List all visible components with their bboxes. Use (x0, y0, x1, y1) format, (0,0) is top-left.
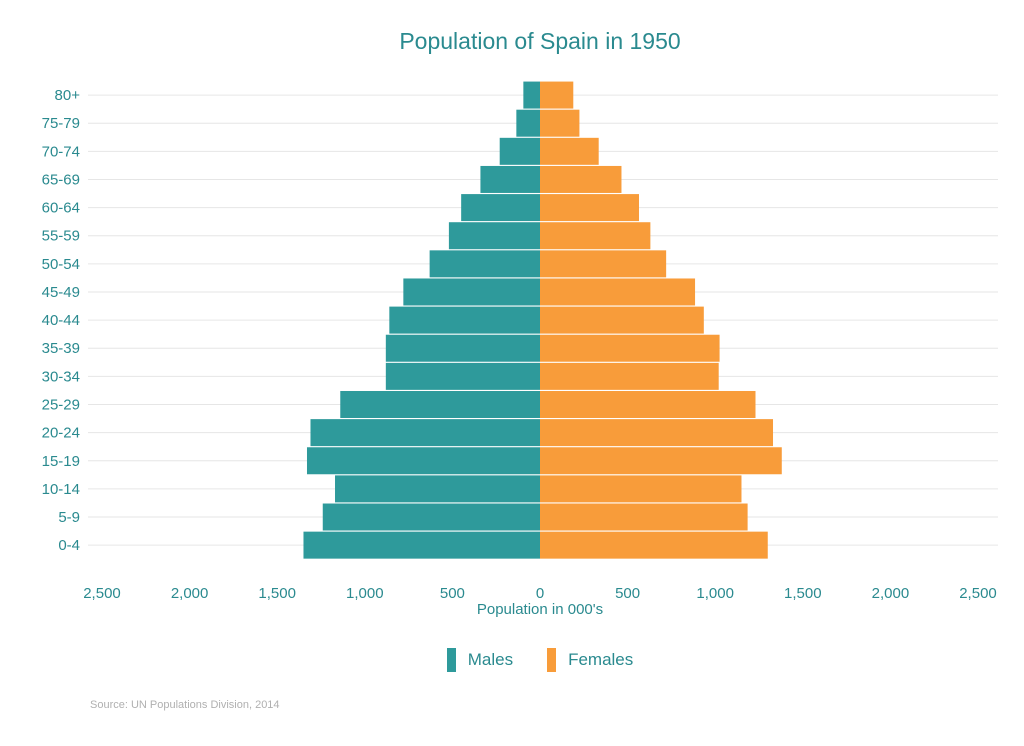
bar-males-45-49 (403, 278, 540, 306)
bar-females-70-74 (540, 137, 599, 165)
bar-females-75-79 (540, 109, 580, 137)
y-tick-label: 15-19 (42, 453, 80, 470)
legend-label-males: Males (467, 650, 514, 669)
bar-females-30-34 (540, 362, 719, 390)
x-axis-label: Population in 000's (476, 601, 604, 618)
legend-item-males: Males (446, 648, 514, 672)
x-tick-label: 2,000 (171, 585, 209, 602)
bar-males-35-39 (385, 334, 540, 362)
bar-females-60-64 (540, 194, 639, 222)
bar-females-35-39 (540, 334, 720, 362)
bar-females-40-44 (540, 306, 704, 334)
bar-males-65-69 (480, 165, 540, 193)
bar-females-65-69 (540, 165, 622, 193)
y-tick-label: 45-49 (42, 284, 80, 301)
x-tick-label: 500 (615, 585, 640, 602)
y-tick-label: 65-69 (42, 171, 80, 188)
bar-males-55-59 (448, 222, 540, 250)
bar-males-70-74 (499, 137, 540, 165)
bar-males-0-4 (303, 531, 540, 559)
y-tick-label: 10-14 (42, 481, 80, 498)
bar-females-0-4 (540, 531, 768, 559)
bar-females-5-9 (540, 503, 748, 531)
bar-males-15-19 (306, 447, 540, 475)
bar-females-10-14 (540, 475, 742, 503)
bar-females-20-24 (540, 419, 774, 447)
source-note: Source: UN Populations Division, 2014 (90, 699, 280, 711)
bar-males-80+ (523, 81, 540, 109)
y-tick-label: 5-9 (58, 509, 80, 526)
y-tick-label: 20-24 (42, 425, 80, 442)
bar-males-50-54 (429, 250, 540, 278)
bar-males-5-9 (322, 503, 540, 531)
x-tick-label: 2,500 (83, 585, 121, 602)
legend: Males Females (0, 648, 1024, 672)
bar-females-55-59 (540, 222, 651, 250)
bar-males-60-64 (461, 194, 540, 222)
y-tick-label: 40-44 (42, 312, 80, 329)
y-tick-label: 60-64 (42, 200, 80, 217)
bar-females-25-29 (540, 390, 756, 418)
y-tick-label: 75-79 (42, 115, 80, 132)
y-tick-label: 0-4 (58, 537, 80, 554)
bar-males-75-79 (516, 109, 540, 137)
y-tick-label: 25-29 (42, 396, 80, 413)
x-tick-label: 1,500 (784, 585, 822, 602)
x-tick-label: 0 (536, 585, 544, 602)
legend-swatch-females (547, 648, 557, 672)
bar-males-25-29 (340, 390, 540, 418)
x-tick-label: 1,000 (346, 585, 384, 602)
x-tick-label: 2,000 (872, 585, 910, 602)
chart-title: Population of Spain in 1950 (399, 28, 681, 54)
bar-males-40-44 (389, 306, 540, 334)
x-tick-label: 2,500 (959, 585, 997, 602)
bar-females-15-19 (540, 447, 782, 475)
legend-item-females: Females (547, 648, 633, 672)
y-tick-label: 70-74 (42, 143, 80, 160)
bar-males-10-14 (335, 475, 540, 503)
y-tick-label: 55-59 (42, 228, 80, 245)
bar-females-45-49 (540, 278, 696, 306)
bar-males-30-34 (385, 362, 540, 390)
y-tick-label: 30-34 (42, 368, 80, 385)
y-tick-label: 35-39 (42, 340, 80, 357)
y-tick-label: 80+ (55, 87, 81, 104)
bar-males-20-24 (310, 419, 540, 447)
x-tick-label: 1,000 (696, 585, 734, 602)
legend-swatch-males (446, 648, 456, 672)
legend-label-females: Females (568, 650, 634, 669)
x-tick-label: 500 (440, 585, 465, 602)
y-tick-label: 50-54 (42, 256, 80, 273)
bar-females-50-54 (540, 250, 667, 278)
bar-females-80+ (540, 81, 574, 109)
x-tick-label: 1,500 (258, 585, 296, 602)
